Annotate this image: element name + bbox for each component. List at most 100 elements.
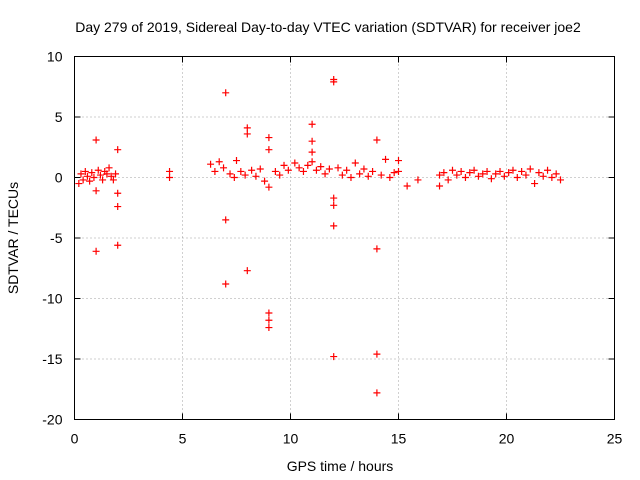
data-point [317, 163, 325, 171]
data-point [230, 174, 238, 181]
data-point [114, 146, 122, 154]
data-point [487, 175, 495, 183]
data-point [252, 172, 260, 180]
data-point [513, 174, 521, 181]
data-point [265, 183, 273, 191]
data-point [343, 166, 351, 174]
data-point [453, 171, 461, 179]
data-point [449, 166, 456, 174]
data-point [552, 170, 560, 178]
data-point [92, 247, 100, 255]
chart-title: Day 279 of 2019, Sidereal Day-to-day VTE… [75, 19, 581, 35]
data-point [105, 164, 113, 172]
data-point [330, 78, 338, 86]
data-point [92, 136, 100, 144]
data-point [276, 171, 284, 179]
data-points [75, 75, 564, 397]
y-tick-label: 10 [47, 49, 63, 65]
data-point [330, 222, 338, 230]
data-point [308, 120, 316, 128]
data-point [373, 389, 381, 397]
data-point [77, 170, 85, 178]
data-point [114, 189, 122, 197]
data-point [114, 203, 122, 211]
data-point [215, 158, 223, 166]
data-point [83, 172, 91, 180]
data-point [414, 176, 422, 184]
data-point [382, 155, 390, 163]
x-tick-label: 5 [179, 431, 187, 447]
data-point [395, 157, 402, 165]
data-point [256, 165, 264, 173]
data-point [483, 167, 491, 175]
y-tick-label: 0 [55, 170, 63, 186]
y-tick-label: -15 [42, 351, 62, 367]
data-point [395, 167, 402, 175]
data-point [548, 174, 556, 181]
data-point [526, 165, 534, 173]
data-point [444, 176, 452, 184]
y-tick-label: -10 [42, 291, 62, 307]
data-point [265, 146, 273, 154]
data-point [261, 177, 269, 185]
grid-lines [74, 56, 615, 420]
x-axis-tick-labels: 0 5 10 15 20 25 [71, 431, 623, 447]
data-point [265, 324, 273, 332]
data-point [295, 164, 303, 172]
data-point [222, 89, 230, 97]
data-point [220, 164, 228, 172]
data-point [222, 280, 230, 288]
x-tick-label: 0 [71, 431, 79, 447]
data-point [470, 166, 478, 174]
data-point [94, 166, 102, 174]
y-tick-label: -5 [50, 230, 63, 246]
data-point [265, 309, 273, 317]
data-point [457, 167, 465, 175]
data-point [166, 174, 174, 181]
y-tick-label: 5 [55, 109, 63, 125]
y-axis-tick-labels: -20 -15 -10 -5 0 5 10 [42, 49, 62, 428]
data-point [92, 187, 100, 195]
data-point [369, 167, 377, 175]
data-point [557, 176, 564, 184]
y-tick-label: -20 [42, 412, 62, 428]
data-point [377, 171, 385, 179]
data-point [321, 170, 329, 178]
x-tick-label: 10 [283, 431, 299, 447]
data-point [241, 171, 249, 179]
data-point [334, 164, 342, 172]
data-point [109, 176, 117, 184]
y-axis-label: SDTVAR / TECUs [5, 182, 21, 294]
data-point [308, 148, 316, 156]
data-point [304, 161, 312, 169]
data-point [347, 174, 355, 181]
data-point [112, 170, 120, 178]
data-point [509, 166, 517, 174]
data-point [79, 176, 87, 184]
data-point [265, 134, 273, 142]
data-point [544, 166, 552, 174]
data-point [403, 182, 411, 190]
data-point [364, 172, 372, 180]
data-point [299, 167, 307, 175]
data-point [535, 169, 543, 177]
axis-ticks [74, 56, 615, 420]
data-point [356, 170, 364, 178]
data-point [280, 161, 288, 169]
data-point [88, 169, 96, 177]
x-axis-label: GPS time / hours [287, 458, 394, 474]
data-point [271, 167, 279, 175]
data-point [226, 170, 234, 178]
data-point [539, 172, 547, 180]
data-point [436, 182, 444, 190]
data-point [351, 159, 359, 167]
data-point [107, 172, 115, 180]
data-point [312, 166, 320, 174]
data-point [243, 130, 251, 138]
data-point [243, 124, 251, 132]
data-point [248, 166, 256, 174]
data-point [114, 241, 122, 249]
data-point [291, 159, 299, 167]
data-point [81, 167, 89, 175]
data-point [360, 165, 368, 173]
